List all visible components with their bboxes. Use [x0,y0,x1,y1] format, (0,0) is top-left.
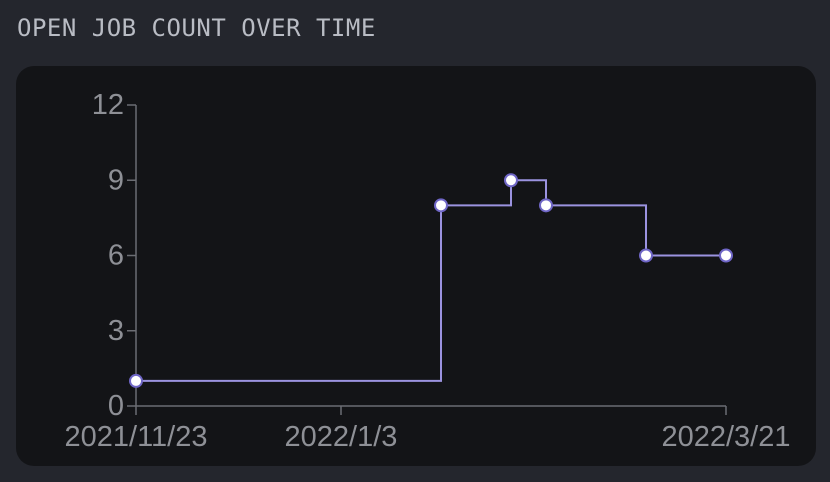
y-tick-label: 3 [108,315,124,347]
x-tick-label: 2022/3/21 [661,421,790,453]
data-point [639,248,653,263]
y-tick-label: 6 [108,240,124,272]
data-point [129,373,143,388]
data-point [719,248,733,263]
series-line [136,179,726,382]
x-tick-label: 2021/11/23 [65,421,208,453]
data-point [539,198,553,213]
chart-panel [16,66,816,466]
y-tick-label: 12 [92,89,124,121]
y-tick-label: 9 [108,164,124,196]
data-point [504,173,518,188]
y-tick-label: 0 [108,390,124,422]
x-tick-label: 2022/1/3 [285,421,398,453]
data-point [434,198,448,213]
page-title: OPEN JOB COUNT OVER TIME [17,14,376,42]
